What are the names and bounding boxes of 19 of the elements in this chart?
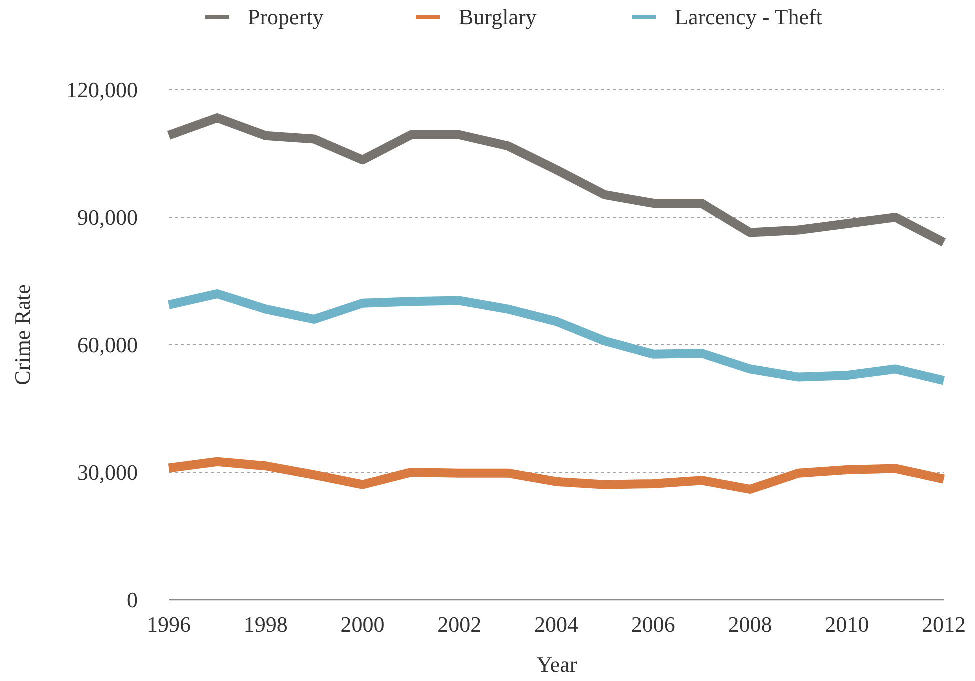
x-tick-label: 2010 [825, 612, 870, 637]
x-tick-label: 2004 [534, 612, 578, 637]
x-tick-label: 2002 [438, 612, 482, 637]
legend-label: Property [248, 4, 324, 30]
y-tick-label: 120,000 [66, 78, 138, 103]
x-axis-title: Year [536, 652, 578, 677]
x-tick-label: 2012 [922, 612, 966, 637]
y-tick-label: 0 [127, 588, 138, 613]
y-tick-label: 30,000 [78, 460, 138, 486]
x-tick-label: 1996 [147, 612, 191, 637]
x-tick-label: 1998 [244, 612, 288, 637]
x-tick-label: 2000 [340, 612, 385, 637]
y-axis-title: Crime Rate [10, 284, 35, 386]
x-tick-label: 2006 [631, 612, 676, 637]
y-tick-label: 60,000 [78, 332, 138, 358]
legend-label: Burglary [459, 4, 537, 30]
x-tick-label: 2008 [728, 612, 772, 637]
legend-label: Larcency - Theft [675, 4, 822, 30]
y-tick-label: 90,000 [78, 205, 138, 230]
